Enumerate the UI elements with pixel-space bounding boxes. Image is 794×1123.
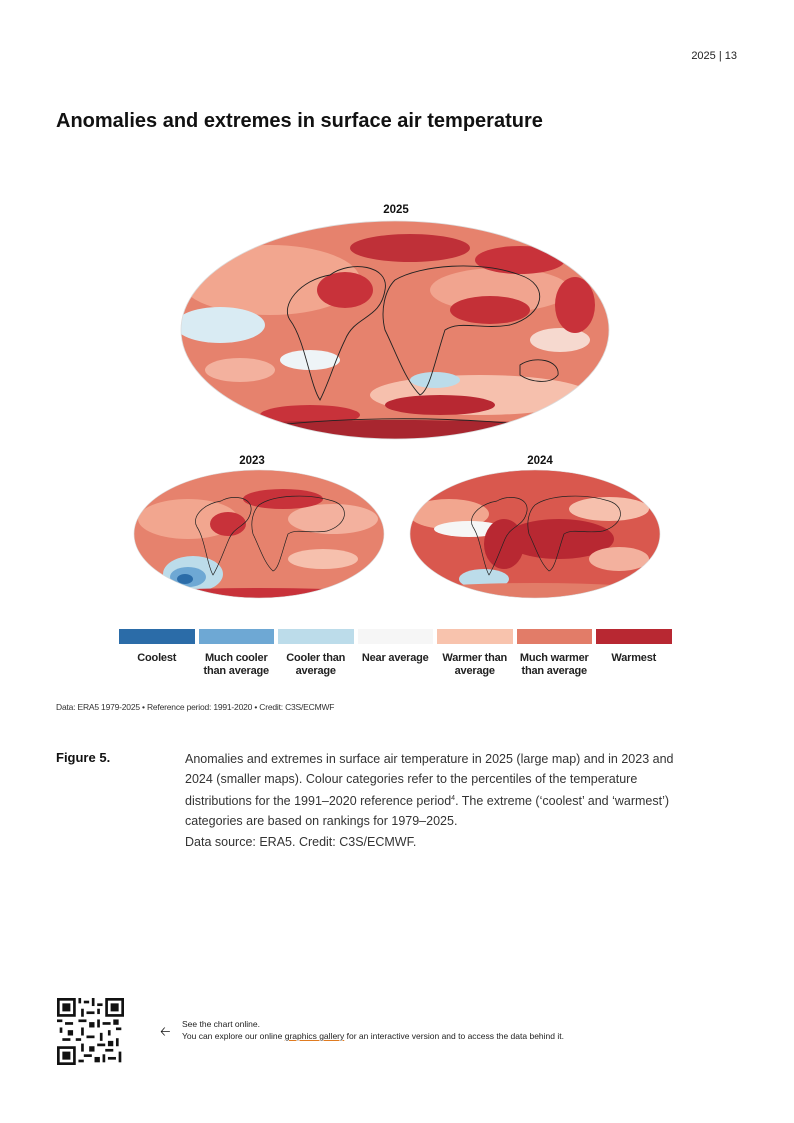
page-title: Anomalies and extremes in surface air te… <box>56 110 543 132</box>
figure-label: Figure 5. <box>56 750 111 765</box>
online-text-before: You can explore our online <box>182 1031 285 1041</box>
chart-credit: Data: ERA5 1979-2025 • Reference period:… <box>56 702 335 712</box>
page-number: 2025 | 13 <box>691 50 737 62</box>
legend-item-cooler: Cooler than average <box>278 629 354 678</box>
legend-swatch <box>119 629 195 644</box>
legend-label: Coolest <box>137 652 177 664</box>
color-legend: Coolest Much cooler than average Cooler … <box>119 629 672 678</box>
legend-item-warmer: Warmer than average <box>437 629 513 678</box>
legend-label: Warmest <box>611 652 657 664</box>
caption-text: . The extreme (‘coolest’ and ‘warmest’) … <box>185 794 670 829</box>
qr-code[interactable] <box>57 998 124 1065</box>
legend-item-much-cooler: Much cooler than average <box>198 629 274 678</box>
legend-swatch <box>198 629 274 644</box>
legend-item-near-average: Near average <box>357 629 433 678</box>
legend-label: Much cooler than average <box>203 652 270 677</box>
legend-item-coolest: Coolest <box>119 629 195 678</box>
legend-swatch <box>437 629 513 644</box>
caption-text: Anomalies and extremes in surface air te… <box>185 752 674 809</box>
online-text-after: for an interactive version and to access… <box>344 1031 564 1041</box>
legend-item-warmest: Warmest <box>596 629 672 678</box>
online-title: See the chart online. <box>182 1019 260 1029</box>
figure-caption: Anomalies and extremes in surface air te… <box>185 749 675 831</box>
legend-swatch <box>357 629 433 644</box>
map-2024 <box>409 469 661 599</box>
map-year-2023-label: 2023 <box>239 455 265 467</box>
online-text: You can explore our online graphics gall… <box>182 1031 564 1041</box>
legend-swatch <box>278 629 354 644</box>
footnote-marker[interactable]: 4 <box>451 795 456 802</box>
legend-swatch <box>516 629 592 644</box>
legend-label: Cooler than average <box>286 652 346 677</box>
map-2023 <box>133 469 385 599</box>
arrow-left-icon: 🡠 <box>160 1024 171 1039</box>
figure-data-source: Data source: ERA5. Credit: C3S/ECMWF. <box>185 835 417 849</box>
graphics-gallery-link[interactable]: graphics gallery <box>284 1031 345 1041</box>
legend-label: Much warmer than average <box>519 652 589 677</box>
legend-label: Warmer than average <box>442 652 508 677</box>
map-year-2024-label: 2024 <box>527 455 553 467</box>
legend-item-much-warmer: Much warmer than average <box>516 629 592 678</box>
legend-swatch <box>596 629 672 644</box>
legend-label: Near average <box>361 652 429 664</box>
map-2025 <box>180 220 610 440</box>
map-year-2025-label: 2025 <box>383 204 409 216</box>
